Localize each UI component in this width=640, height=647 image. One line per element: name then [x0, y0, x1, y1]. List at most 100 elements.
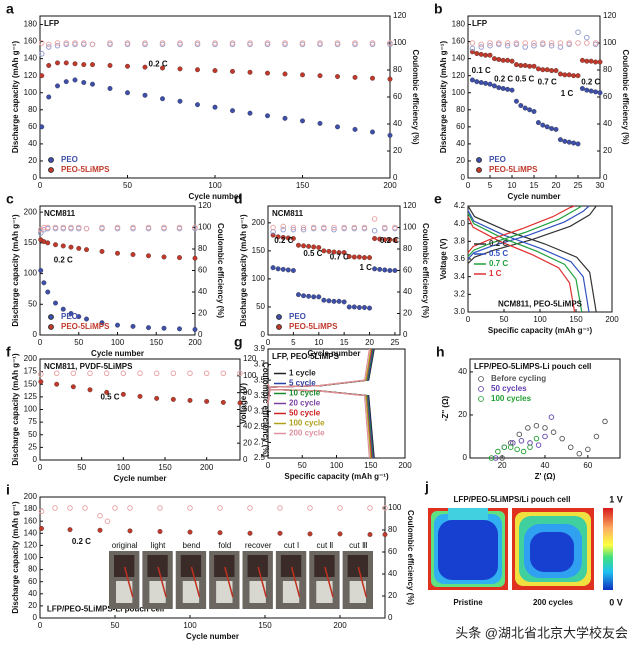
data-point [68, 244, 74, 250]
photo-label: fold [218, 541, 231, 550]
data-point [352, 74, 358, 80]
efficiency-point [371, 227, 378, 234]
y-tick-label: 3.1 [254, 406, 266, 415]
photo-label: recover [245, 541, 272, 550]
photo-wire [190, 566, 201, 598]
data-point [356, 254, 362, 260]
legend-swatch [276, 324, 282, 330]
efficiency-point [469, 40, 476, 46]
data-point [584, 58, 590, 64]
legend-swatch [478, 376, 484, 382]
photo-cell [180, 555, 202, 577]
panel-letter: d [234, 191, 243, 207]
efficiency-point [89, 41, 96, 48]
colorbar-label: 0 V [609, 597, 623, 607]
x-tick-label: 100 [117, 463, 131, 472]
x-tick-label: 200 [333, 621, 347, 630]
efficiency-point [310, 224, 317, 231]
efficiency-point [331, 224, 337, 231]
efficiency-point [501, 444, 508, 450]
efficiency-point [585, 446, 591, 453]
y-tick-label: 20 [458, 410, 467, 419]
data-point [212, 68, 218, 74]
y-axis-label: Discharge capacity (mAh g⁻¹) [11, 353, 20, 466]
heatmap-label: 200 cycles [533, 598, 574, 607]
data-point [321, 297, 327, 303]
data-point [99, 320, 105, 326]
panel-letter: j [424, 479, 429, 495]
data-point [336, 250, 342, 256]
y2-tick-label: 0 [388, 613, 393, 622]
x-axis-label: Cycle number [91, 349, 144, 358]
efficiency-point [145, 224, 152, 231]
efficiency-point [351, 224, 358, 231]
annotation: 0.5 C [100, 392, 119, 401]
efficiency-point [203, 370, 210, 377]
panel-title: LFP/PEO-5LiMPS-Li pouch cell [474, 362, 591, 371]
data-point [362, 305, 367, 310]
y-tick-label: 50 [28, 299, 37, 308]
data-point [367, 305, 372, 311]
efficiency-point [518, 438, 525, 444]
y2-tick-label: 0 [243, 455, 248, 464]
y-tick-label: 20 [28, 156, 37, 165]
y-tick-label: 4.2 [454, 201, 466, 210]
legend-label: 1 cycle [289, 369, 316, 378]
efficiency-point [495, 448, 501, 455]
y-tick-label: 200 [24, 207, 38, 216]
data-point [593, 89, 599, 95]
legend-swatch [476, 167, 482, 173]
efficiency-point [187, 505, 193, 511]
series-line [467, 205, 597, 313]
annotation: 0.1 C [472, 66, 491, 75]
efficiency-point [70, 370, 77, 377]
data-point [331, 298, 337, 304]
y-axis-label: Voltage (V) [239, 383, 248, 425]
y2-tick-label: 80 [603, 65, 612, 74]
y-tick-label: 75 [28, 417, 37, 426]
data-point [321, 248, 327, 254]
efficiency-point [514, 446, 520, 453]
legend-label: PEO [61, 155, 78, 164]
data-point [177, 66, 183, 72]
data-point [300, 72, 305, 78]
data-point [301, 293, 306, 299]
data-point [487, 81, 493, 87]
efficiency-point [321, 224, 327, 231]
photo-wire [357, 566, 368, 598]
photo-cell [182, 581, 200, 603]
efficiency-point [137, 370, 143, 377]
data-point [522, 63, 528, 68]
legend-swatch [478, 386, 484, 392]
y-tick-label: 100 [24, 405, 38, 414]
efficiency-point [124, 40, 131, 46]
efficiency-point [487, 40, 493, 46]
efficiency-point [602, 418, 608, 425]
y-tick-label: 20 [28, 601, 37, 610]
data-point [204, 398, 210, 404]
data-point [104, 389, 110, 395]
data-point [370, 75, 375, 81]
annotation: 0.2 C [72, 537, 91, 546]
efficiency-point [45, 224, 51, 231]
data-point [505, 86, 511, 92]
data-point [387, 132, 393, 138]
data-point [367, 255, 372, 261]
y-tick-label: 160 [24, 516, 38, 525]
y-tick-label: 0 [461, 173, 466, 182]
y-tick-label: 150 [24, 238, 38, 247]
x-tick-label: 0 [266, 461, 271, 470]
x-tick-label: 10 [508, 181, 517, 190]
y-axis-label: Discharge capacity (mAh g⁻¹) [11, 214, 20, 327]
panel-letter: i [6, 482, 10, 498]
annotation: 1 C [359, 263, 372, 272]
y-tick-label: 3.9 [254, 344, 266, 353]
data-point [55, 60, 60, 66]
x-tick-label: 200 [605, 315, 619, 324]
legend-label: Before cycling [491, 374, 546, 383]
data-point [146, 325, 151, 331]
data-point [326, 298, 332, 304]
annotation: NCM811, PEO-5LiMPS [498, 300, 583, 309]
y-tick-label: 160 [452, 37, 466, 46]
annotation: 0.2 C [149, 60, 168, 69]
